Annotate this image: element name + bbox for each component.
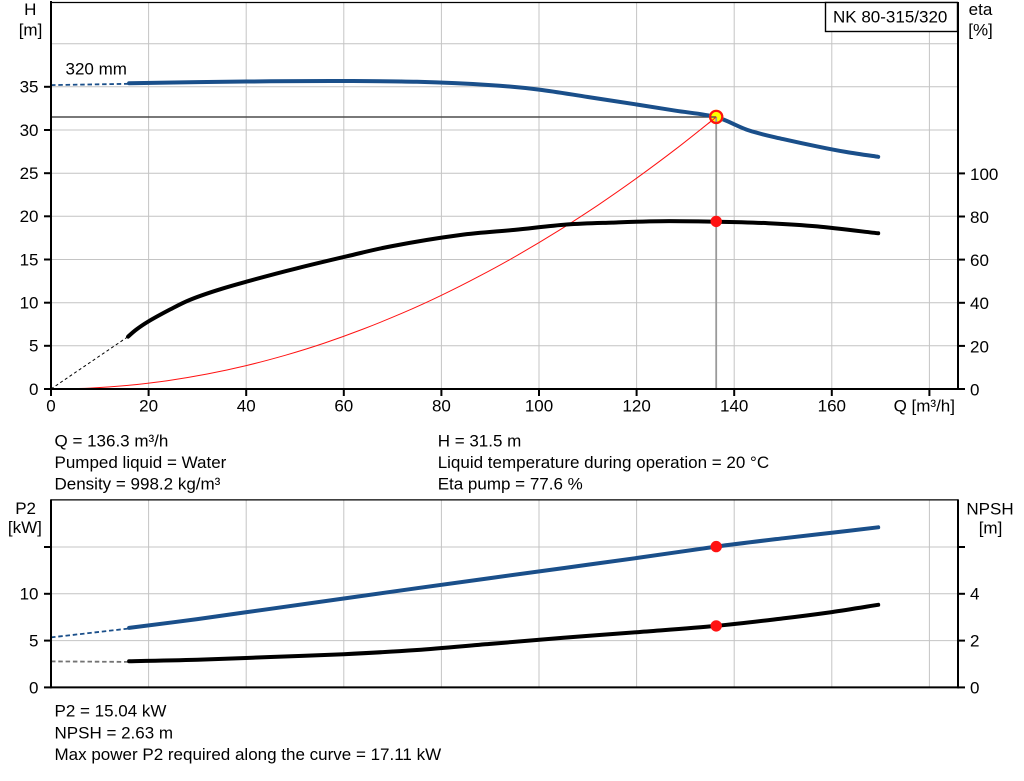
- svg-text:15: 15: [20, 250, 39, 269]
- svg-text:0: 0: [29, 678, 38, 697]
- svg-text:Q [m³/h]: Q [m³/h]: [894, 397, 955, 416]
- svg-text:4: 4: [970, 585, 979, 604]
- svg-text:20: 20: [970, 337, 989, 356]
- svg-text:Q = 136.3 m³/h: Q = 136.3 m³/h: [55, 432, 169, 451]
- svg-text:NPSH = 2.63 m: NPSH = 2.63 m: [55, 724, 174, 743]
- svg-text:Pumped liquid = Water: Pumped liquid = Water: [55, 453, 227, 472]
- svg-text:P2 = 15.04 kW: P2 = 15.04 kW: [55, 702, 167, 721]
- svg-text:10: 10: [20, 585, 39, 604]
- svg-text:NK 80-315/320: NK 80-315/320: [833, 8, 947, 27]
- svg-text:NPSH: NPSH: [966, 499, 1013, 518]
- svg-text:eta: eta: [969, 0, 993, 19]
- svg-text:[m]: [m]: [19, 21, 43, 40]
- svg-text:5: 5: [29, 337, 38, 356]
- svg-text:0: 0: [970, 678, 979, 697]
- svg-text:[m]: [m]: [979, 518, 1003, 537]
- svg-text:25: 25: [20, 164, 39, 183]
- svg-text:140: 140: [720, 397, 748, 416]
- svg-text:10: 10: [20, 294, 39, 313]
- svg-text:0: 0: [46, 397, 55, 416]
- svg-text:5: 5: [29, 632, 38, 651]
- svg-text:320 mm: 320 mm: [66, 59, 127, 78]
- svg-text:80: 80: [970, 208, 989, 227]
- svg-text:H = 31.5 m: H = 31.5 m: [438, 432, 522, 451]
- svg-text:0: 0: [970, 380, 979, 399]
- svg-text:0: 0: [29, 380, 38, 399]
- svg-text:2: 2: [970, 632, 979, 651]
- svg-text:[kW]: [kW]: [8, 518, 42, 537]
- svg-text:40: 40: [237, 397, 256, 416]
- svg-text:[%]: [%]: [968, 21, 993, 40]
- svg-text:H: H: [24, 0, 36, 19]
- svg-text:30: 30: [20, 121, 39, 140]
- svg-text:P2: P2: [15, 499, 36, 518]
- svg-text:80: 80: [432, 397, 451, 416]
- svg-text:Density = 998.2 kg/m³: Density = 998.2 kg/m³: [55, 475, 221, 494]
- svg-text:35: 35: [20, 78, 39, 97]
- svg-text:Eta pump = 77.6 %: Eta pump = 77.6 %: [438, 475, 583, 494]
- svg-text:120: 120: [622, 397, 650, 416]
- svg-text:100: 100: [970, 165, 998, 184]
- svg-text:40: 40: [970, 294, 989, 313]
- svg-text:20: 20: [139, 397, 158, 416]
- svg-text:Max power P2 required along th: Max power P2 required along the curve = …: [55, 745, 442, 764]
- svg-text:100: 100: [525, 397, 553, 416]
- svg-text:60: 60: [970, 251, 989, 270]
- svg-text:20: 20: [20, 207, 39, 226]
- svg-text:60: 60: [334, 397, 353, 416]
- svg-text:Liquid temperature during oper: Liquid temperature during operation = 20…: [438, 453, 769, 472]
- svg-text:160: 160: [818, 397, 846, 416]
